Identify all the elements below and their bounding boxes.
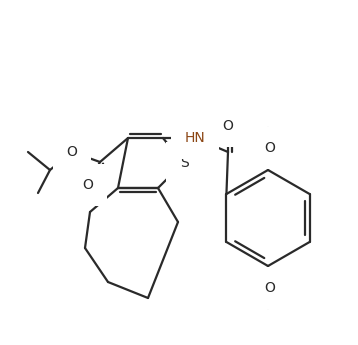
Text: O: O [67,145,77,159]
Text: HN: HN [185,131,205,145]
Text: O: O [265,281,275,295]
Text: O: O [223,119,233,133]
Text: O: O [265,141,275,155]
Text: O: O [83,178,93,192]
Text: S: S [180,156,188,170]
